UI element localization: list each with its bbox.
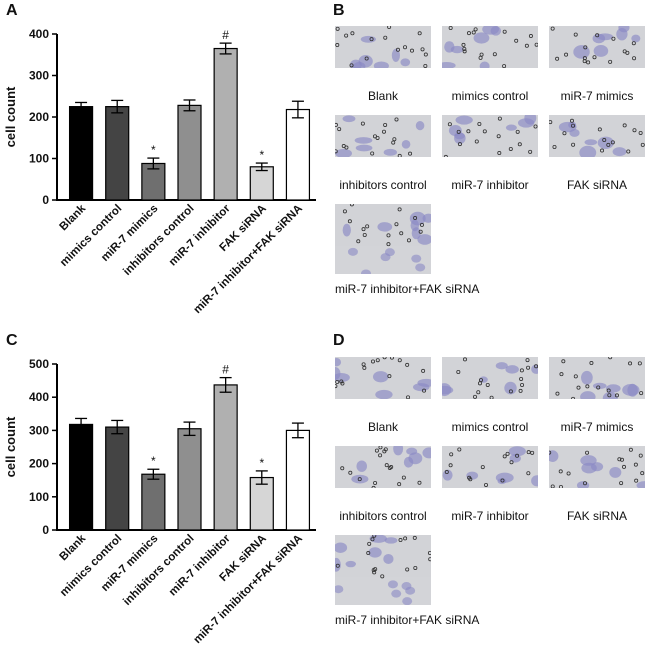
micrograph-label: miR-7 inhibitor <box>451 509 529 523</box>
micrograph-image <box>335 357 431 399</box>
bar <box>285 429 311 531</box>
y-tick-label: 0 <box>42 193 49 207</box>
y-tick-label: 200 <box>29 457 49 471</box>
micrograph-label: miR-7 inhibitor+FAK siRNA <box>335 282 480 296</box>
y-tick-label: 400 <box>29 27 49 41</box>
bar <box>105 426 130 531</box>
bar <box>213 384 238 531</box>
micrograph-label: miR-7 mimics <box>560 420 634 434</box>
micrograph-image <box>442 446 538 488</box>
y-tick-label: 200 <box>29 110 49 124</box>
micrograph-image <box>335 446 431 488</box>
micrograph-image <box>442 357 538 399</box>
x-tick-label: Blank <box>58 532 89 563</box>
y-axis-label: cell count <box>3 416 18 477</box>
micrograph-label: mimics control <box>451 420 529 434</box>
x-tick-label: miR-7 inhibitor <box>167 532 233 598</box>
micrograph-label: Blank <box>367 420 399 434</box>
y-tick-label: 500 <box>29 357 49 371</box>
significance-marker: # <box>222 363 229 377</box>
panel-letter-c: C <box>6 332 18 349</box>
micrograph-image <box>549 357 645 399</box>
micrograph-label: inhibitors control <box>339 509 427 523</box>
y-tick-label: 100 <box>29 490 49 504</box>
bar <box>177 104 202 201</box>
y-tick-label: 300 <box>29 423 49 437</box>
bar <box>249 166 274 201</box>
x-tick-label: mimics control <box>58 203 124 269</box>
bar <box>213 47 238 201</box>
micrograph-image <box>335 535 431 605</box>
panel-letter-d: D <box>333 332 345 349</box>
y-tick-label: 300 <box>29 69 49 83</box>
micrograph-label: miR-7 inhibitor+FAK siRNA <box>335 613 480 627</box>
micrograph-image <box>442 26 538 68</box>
x-tick-label: miR-7 inhibitor <box>167 202 233 268</box>
micrograph-image <box>549 446 645 488</box>
bar <box>141 473 166 531</box>
x-tick-label: Blank <box>58 202 89 233</box>
y-tick-label: 400 <box>29 390 49 404</box>
micrograph-image <box>549 26 645 68</box>
micrograph-label: inhibitors control <box>339 178 427 192</box>
significance-marker: # <box>222 28 229 42</box>
bar <box>285 108 311 201</box>
micrograph-label: FAK siRNA <box>566 178 627 192</box>
micrograph-image <box>335 26 431 68</box>
bar <box>68 106 94 201</box>
micrograph-image <box>335 204 431 274</box>
significance-marker: * <box>259 456 264 470</box>
y-tick-label: 0 <box>42 523 49 537</box>
micrograph-label: FAK siRNA <box>566 509 627 523</box>
significance-marker: * <box>151 143 156 157</box>
bar <box>249 476 274 531</box>
significance-marker: * <box>259 148 264 162</box>
panel-letter-b: B <box>333 2 345 19</box>
micrograph-label: Blank <box>367 89 399 103</box>
panel-letter-a: A <box>6 2 18 19</box>
bar <box>177 428 202 531</box>
bar <box>105 106 130 201</box>
micrograph-label: miR-7 mimics <box>560 89 634 103</box>
x-tick-label: mimics control <box>58 533 124 599</box>
y-axis-label: cell count <box>3 86 18 147</box>
micrograph-image <box>549 115 645 157</box>
significance-marker: * <box>151 454 156 468</box>
y-tick-label: 100 <box>29 152 49 166</box>
micrograph-image <box>442 115 538 157</box>
micrograph-image <box>335 115 431 157</box>
micrograph-label: miR-7 inhibitor <box>451 178 529 192</box>
micrograph-label: mimics control <box>451 89 529 103</box>
bar <box>68 423 94 531</box>
